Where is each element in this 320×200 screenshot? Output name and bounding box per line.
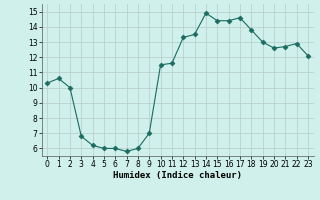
X-axis label: Humidex (Indice chaleur): Humidex (Indice chaleur) [113, 171, 242, 180]
